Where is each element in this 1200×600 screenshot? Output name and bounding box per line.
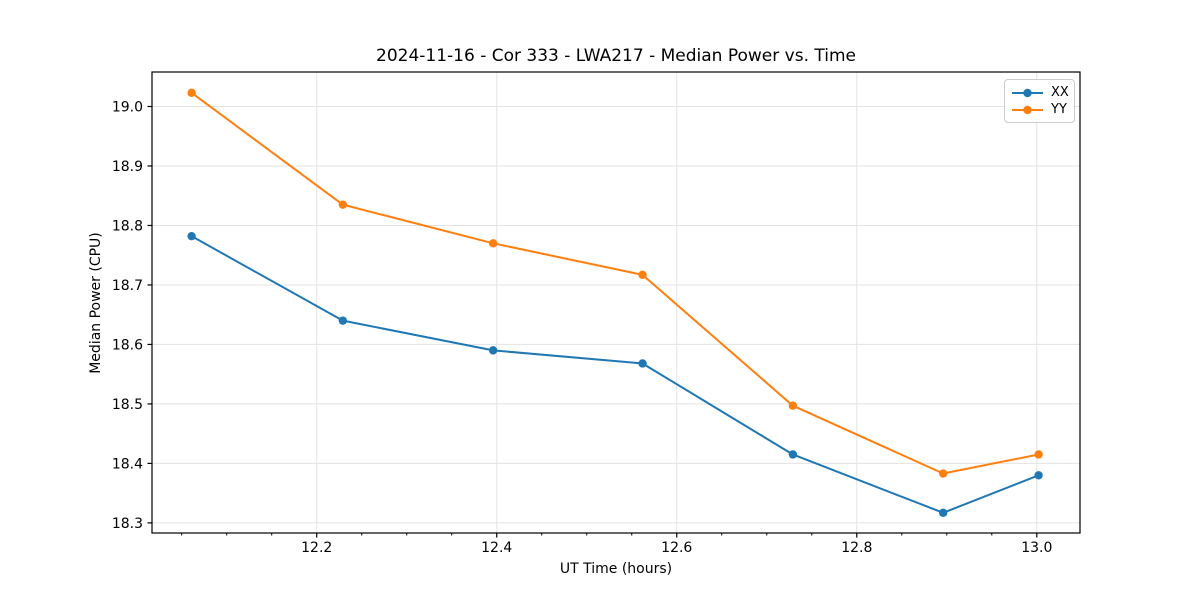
data-point-yy	[938, 469, 948, 478]
data-point-yy	[788, 401, 798, 410]
data-point-yy	[187, 88, 196, 98]
axes-spines	[151, 71, 1081, 534]
legend-item-yy: YY	[1011, 101, 1067, 118]
legend-line-marker-swatch-yy	[1012, 105, 1043, 114]
x-tick-label: 12.2	[301, 540, 332, 556]
legend-label-xx: XX	[1051, 85, 1069, 100]
legend-item-xx: XX	[1011, 84, 1069, 101]
y-tick-label: 18.9	[112, 159, 143, 175]
data-point-xx	[638, 359, 647, 368]
y-tick-label: 19.0	[112, 100, 143, 116]
y-tick-label: 18.4	[112, 456, 143, 472]
x-tick-label: 12.6	[661, 540, 692, 556]
y-tick-label: 18.7	[112, 278, 143, 294]
data-point-yy	[338, 200, 348, 209]
data-point-xx	[788, 450, 798, 459]
data-point-yy	[1034, 450, 1043, 459]
legend-label-yy: YY	[1051, 102, 1067, 117]
data-point-xx	[187, 231, 196, 241]
y-axis-label: Median Power (CPU)	[88, 232, 104, 374]
y-tick-label: 18.8	[112, 218, 143, 234]
legend-line-marker-swatch-xx	[1012, 88, 1043, 97]
data-point-xx	[338, 316, 348, 325]
x-axis-label: UT Time (hours)	[559, 561, 673, 577]
y-tick-label: 18.3	[112, 516, 143, 532]
x-tick-label: 13.0	[1021, 540, 1052, 556]
data-point-yy	[638, 270, 647, 280]
data-point-xx	[488, 346, 498, 355]
chart-title: 2024-11-16 - Cor 333 - LWA217 - Median P…	[376, 46, 856, 66]
x-tick-label: 12.4	[481, 540, 512, 556]
y-tick-label: 18.6	[112, 337, 143, 353]
legend: XX YY	[1004, 79, 1075, 123]
x-tick-label: 12.8	[841, 540, 872, 556]
data-point-xx	[1034, 471, 1043, 480]
y-tick-label: 18.5	[112, 397, 143, 413]
data-point-xx	[938, 508, 948, 517]
series-line-yy	[190, 91, 1040, 475]
data-point-yy	[488, 239, 498, 248]
series-line-xx	[190, 235, 1040, 514]
